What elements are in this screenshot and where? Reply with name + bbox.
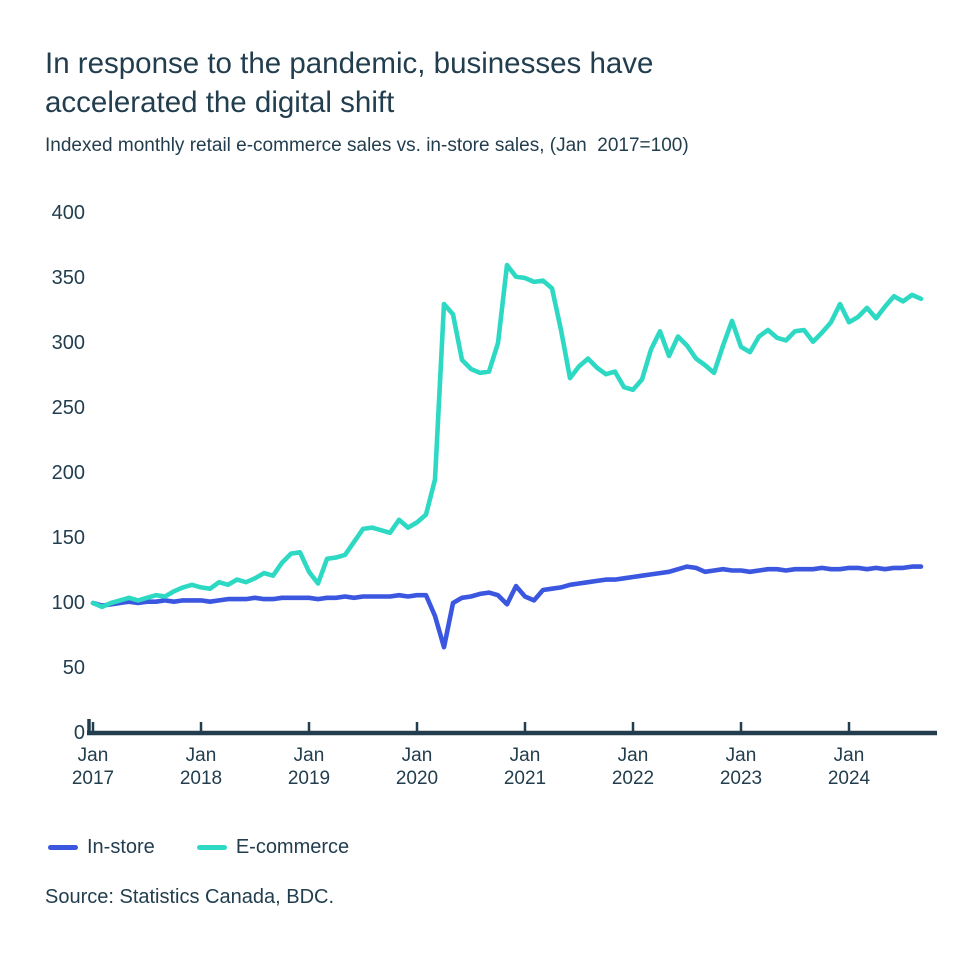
y-axis-label: 150 bbox=[51, 527, 85, 549]
x-axis-label-month: Jan bbox=[185, 745, 217, 766]
x-axis-label-month: Jan bbox=[725, 745, 757, 766]
y-axis-label: 100 bbox=[51, 592, 85, 614]
x-axis-label-year: 2018 bbox=[179, 768, 223, 789]
legend-label-e-commerce: E-commerce bbox=[235, 836, 350, 858]
x-axis-label-year: 2022 bbox=[611, 768, 655, 789]
x-axis-label: Jan 2020 bbox=[363, 744, 471, 790]
chart-title: In response to the pandemic, businesses … bbox=[45, 44, 825, 122]
y-axis-label: 50 bbox=[62, 657, 85, 679]
x-axis-label: Jan 2024 bbox=[795, 744, 903, 790]
y-axis-label: 200 bbox=[51, 462, 85, 484]
x-axis-label-year: 2019 bbox=[287, 768, 331, 789]
x-axis-label-year: 2017 bbox=[71, 768, 115, 789]
x-axis-label-month: Jan bbox=[509, 745, 541, 766]
x-axis-label-month: Jan bbox=[401, 745, 433, 766]
y-axis-label: 400 bbox=[51, 202, 85, 224]
in-store-line-swatch bbox=[48, 845, 78, 850]
e-commerce-line-swatch bbox=[196, 845, 227, 850]
legend-item-e-commerce: E-commerce bbox=[196, 836, 350, 859]
legend-label-in-store: In-store bbox=[87, 836, 155, 858]
e-commerce-line bbox=[90, 262, 924, 610]
x-axis-label: Jan 2019 bbox=[255, 744, 363, 790]
y-axis-label: 350 bbox=[51, 267, 85, 289]
chart-subtitle: Indexed monthly retail e-commerce sales … bbox=[45, 135, 689, 156]
chart-title-line1: In response to the pandemic, businesses … bbox=[45, 47, 654, 80]
x-axis-label-month: Jan bbox=[617, 745, 649, 766]
x-axis-label-year: 2021 bbox=[503, 768, 547, 789]
x-axis-label-month: Jan bbox=[77, 745, 109, 766]
source-note: Source: Statistics Canada, BDC. bbox=[45, 886, 335, 908]
x-axis-label: Jan 2017 bbox=[39, 744, 147, 790]
x-axis-label-year: 2024 bbox=[827, 768, 871, 789]
in-store-line bbox=[90, 564, 924, 650]
y-axis-labels: 0 50 100 150 200 250 300 350 400 bbox=[0, 0, 85, 960]
x-axis-label: Jan 2023 bbox=[687, 744, 795, 790]
chart-title-line2: accelerated the digital shift bbox=[45, 86, 395, 119]
legend-item-in-store: In-store bbox=[48, 836, 155, 859]
x-axis-label: Jan 2022 bbox=[579, 744, 687, 790]
y-axis-label: 250 bbox=[51, 397, 85, 419]
x-axis-label-month: Jan bbox=[833, 745, 865, 766]
y-axis-label: 300 bbox=[51, 332, 85, 354]
x-axis-label: Jan 2018 bbox=[147, 744, 255, 790]
x-axis-labels: Jan 2017 Jan 2018 Jan 2019 Jan 2020 Jan 2021 Jan 20… bbox=[0, 744, 960, 796]
x-axis-label-year: 2020 bbox=[395, 768, 439, 789]
legend: In-store E-commerce bbox=[48, 836, 391, 859]
y-axis-label: 0 bbox=[73, 722, 85, 744]
x-axis-label-month: Jan bbox=[293, 745, 325, 766]
x-axis-label: Jan 2021 bbox=[471, 744, 579, 790]
x-axis-label-year: 2023 bbox=[719, 768, 763, 789]
